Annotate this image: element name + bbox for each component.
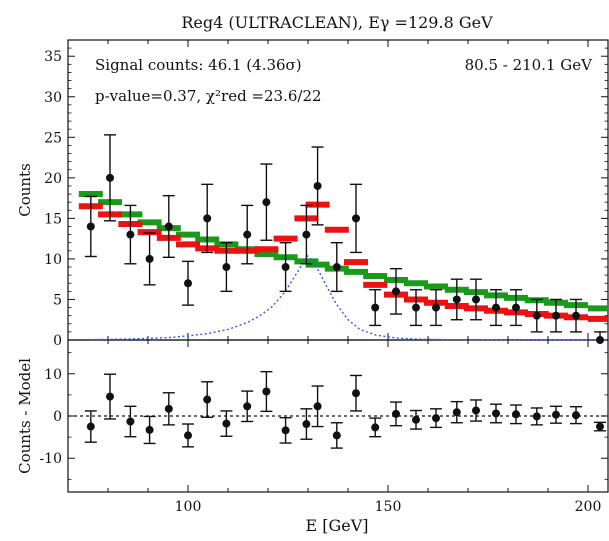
residual-point (512, 410, 520, 419)
y-tick-label: 20 (44, 171, 62, 187)
signal-counts-annotation: Signal counts: 46.1 (4.36σ) (95, 56, 302, 74)
y-tick-label: 30 (44, 90, 62, 106)
y-tick-label: 10 (44, 367, 62, 383)
y-tick-label: 0 (53, 333, 62, 349)
data-point (572, 311, 580, 320)
signal-model-curve (87, 254, 609, 341)
residual-point (452, 408, 461, 417)
data-point (452, 295, 461, 304)
data-point (164, 222, 173, 231)
data-point (262, 198, 271, 207)
data-point (243, 230, 252, 239)
data-point (222, 263, 231, 272)
residual-point (281, 426, 290, 435)
data-point (184, 279, 192, 288)
data-point (126, 230, 135, 239)
x-tick-label: 150 (375, 499, 402, 515)
residual-point (552, 410, 560, 419)
data-point (352, 214, 360, 223)
residual-point (313, 402, 322, 411)
residual-point (262, 387, 271, 396)
residual-point (392, 409, 400, 418)
data-point (203, 214, 212, 223)
data-point (552, 311, 560, 320)
residual-point (222, 419, 231, 428)
residual-point (145, 425, 154, 434)
data-point (313, 181, 322, 190)
residual-point (203, 395, 212, 404)
data-point (106, 173, 114, 182)
top-axis-ticks: 0 5 10 15 20 25 30 35 (44, 40, 608, 349)
data-point (596, 336, 604, 344)
data-point (281, 263, 290, 272)
residual-point (126, 417, 135, 426)
residual-point (332, 431, 341, 440)
residual-point (106, 392, 114, 401)
energy-range-annotation: 80.5 - 210.1 GeV (465, 56, 594, 74)
residual-point (492, 409, 500, 418)
residual-point (596, 422, 604, 431)
data-point (86, 222, 95, 231)
data-point (302, 230, 311, 239)
p-value-annotation: p-value=0.37, χ²red =23.6/22 (95, 87, 322, 105)
y-tick-label: 0 (53, 409, 62, 425)
residual-point (352, 389, 360, 398)
residual-point (164, 404, 173, 413)
y-tick-label: 35 (44, 49, 62, 65)
x-axis-label: E [GeV] (305, 516, 368, 535)
residual-point (412, 415, 420, 424)
data-point (392, 287, 400, 296)
top-data-layer (78, 134, 609, 344)
x-tick-label: 100 (175, 499, 202, 515)
residual-point (371, 423, 380, 432)
data-point (432, 303, 440, 312)
data-point (492, 303, 500, 312)
residual-point (184, 431, 192, 440)
top-y-axis-label: Counts (16, 163, 34, 217)
residual-point (86, 422, 95, 431)
residual-point (472, 406, 480, 415)
y-tick-label: 5 (53, 292, 62, 308)
bottom-y-axis-label: Counts - Model (16, 358, 34, 474)
residual-point (572, 411, 580, 420)
data-point (412, 303, 420, 312)
bottom-data-layer (68, 370, 608, 449)
data-point (145, 254, 154, 263)
data-point (532, 311, 541, 320)
data-point (512, 303, 520, 312)
y-tick-label: 15 (44, 211, 62, 227)
data-point (371, 303, 380, 312)
data-point (332, 263, 341, 272)
x-tick-label: 200 (575, 499, 602, 515)
data-point (472, 295, 480, 304)
y-tick-label: 10 (44, 252, 62, 268)
y-tick-label: -10 (39, 451, 62, 467)
residual-point (532, 412, 541, 421)
bottom-axis-ticks: -10 0 10 100 150 200 (39, 340, 608, 515)
residual-point (243, 402, 252, 411)
residual-point (302, 420, 311, 429)
chart-title: Reg4 (ULTRACLEAN), Eγ =129.8 GeV (181, 13, 493, 32)
residual-point (432, 414, 440, 423)
y-tick-label: 25 (44, 130, 62, 146)
